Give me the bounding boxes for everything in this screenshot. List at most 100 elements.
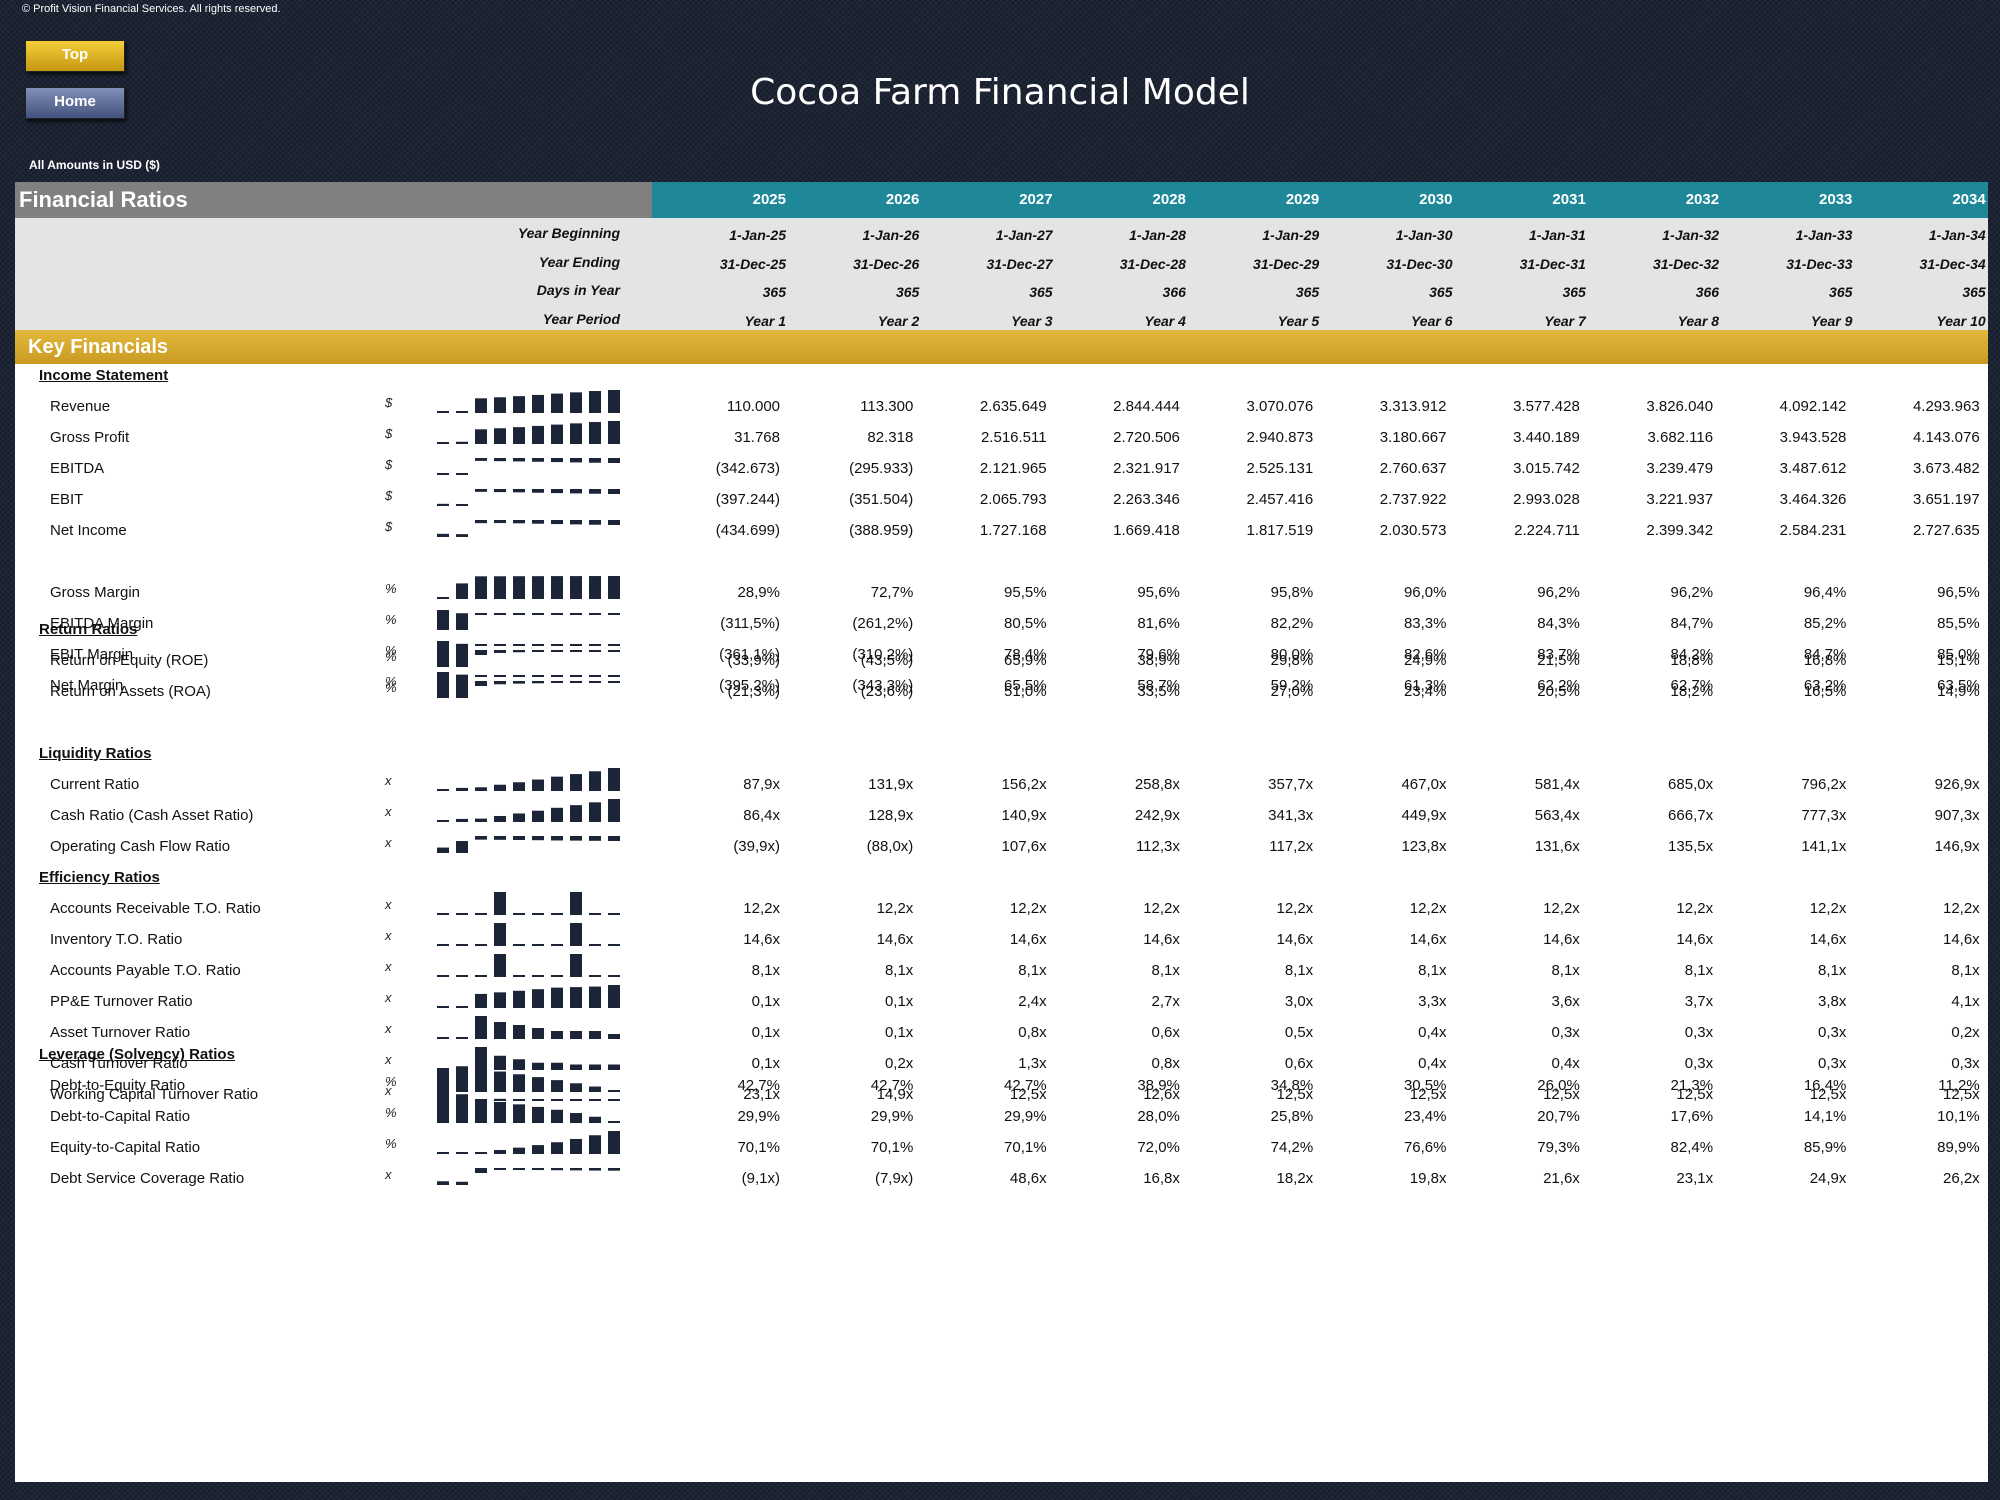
value-cell: (388.959) xyxy=(849,522,914,539)
value-cell: 2.525.131 xyxy=(1246,460,1314,477)
sparkline-bar xyxy=(570,836,582,841)
value-cell: 2.737.922 xyxy=(1379,491,1447,508)
meta-cell-days-in-year: 365 xyxy=(1829,284,1853,300)
value-cell: 51,0% xyxy=(1004,683,1047,700)
sparkline-bar xyxy=(456,674,468,692)
value-cell: 21,3% xyxy=(1670,1077,1714,1094)
sparkline-bar xyxy=(475,1016,487,1039)
value-cell: (7,9x) xyxy=(874,1170,914,1187)
sparkline-bar xyxy=(608,1099,620,1101)
unit-marker: x xyxy=(385,1167,392,1182)
sparkline-bar xyxy=(513,944,525,946)
sparkline-bar xyxy=(589,986,601,1008)
sparkline-bar xyxy=(437,411,449,413)
sparkline-bar xyxy=(475,1168,487,1173)
ratio-label: Working Capital Turnover Ratio xyxy=(50,1086,259,1103)
sparkline-bar xyxy=(513,644,525,646)
value-cell: 42,7% xyxy=(870,1077,914,1094)
sparkline-bar xyxy=(513,975,525,977)
period-metadata-band: Year Beginning 1-Jan-25 1-Jan-26 1-Jan-27 1-… xyxy=(15,218,1988,330)
value-cell: 34,8% xyxy=(1270,1077,1314,1094)
value-cell: 82,6% xyxy=(1403,646,1447,663)
ratio-label: EBITDA Margin xyxy=(50,615,154,632)
value-cell: 258,8x xyxy=(1134,776,1180,793)
value-cell: 70,1% xyxy=(737,1139,780,1156)
sparkline-bar xyxy=(570,1031,582,1039)
key-financials-band: Key Financials xyxy=(15,330,1988,364)
sparkline-bar xyxy=(532,458,544,462)
value-cell: 563,4x xyxy=(1534,807,1580,824)
sparkline-bar xyxy=(437,1100,449,1123)
sparkline-bar xyxy=(456,1152,468,1154)
sparkline-chart xyxy=(437,954,620,977)
value-cell: 24,9x xyxy=(1809,1170,1847,1187)
sparkline-bar xyxy=(551,613,563,615)
meta-label-year-ending: Year Ending xyxy=(538,253,620,270)
sparkline-bar xyxy=(513,489,525,493)
meta-cell-year-ending: 31-Dec-34 xyxy=(1919,255,1986,272)
meta-cell-year-beginning: 1-Jan-27 xyxy=(995,227,1053,243)
sparkline-bar xyxy=(494,1022,506,1039)
value-cell: 796,2x xyxy=(1801,776,1847,793)
unit-marker: % xyxy=(385,643,397,658)
sparkline-bar xyxy=(532,675,544,677)
value-cell: 96,2% xyxy=(1670,584,1714,601)
unit-marker: % xyxy=(385,1105,397,1120)
sparkline-bar xyxy=(513,1099,525,1101)
sparkline-bar xyxy=(437,597,449,599)
value-cell: 65,9% xyxy=(1004,652,1047,669)
sparkline-bar xyxy=(456,473,468,475)
unit-marker: $ xyxy=(385,488,393,503)
ratio-label: Asset Turnover Ratio xyxy=(50,1024,191,1041)
meta-cell-days-in-year: 365 xyxy=(1029,284,1053,300)
sparkline-bar xyxy=(551,393,563,413)
sparkline-bar xyxy=(456,1006,468,1008)
sparkline-bar xyxy=(494,1168,506,1170)
value-cell: (342.673) xyxy=(715,460,780,477)
sparkline-bar xyxy=(475,836,487,840)
ratio-label: Inventory T.O. Ratio xyxy=(50,931,183,948)
value-cell: 242,9x xyxy=(1134,807,1180,824)
value-cell: 3.070.076 xyxy=(1246,398,1314,415)
sparkline-bar xyxy=(513,396,525,413)
sparkline-bar xyxy=(475,1069,487,1092)
value-cell: 2.993.028 xyxy=(1513,491,1580,508)
value-cell: 3.943.528 xyxy=(1779,429,1847,446)
sparkline-bar xyxy=(475,681,487,686)
sparkline-chart xyxy=(437,421,620,444)
ratio-label: Cash Ratio (Cash Asset Ratio) xyxy=(50,807,254,824)
sparkline-bar xyxy=(589,1086,601,1092)
year-header-cell: 2031 xyxy=(1552,191,1586,208)
sparkline-bar xyxy=(456,688,468,698)
sparkline-bar xyxy=(589,520,601,525)
value-cell: 24,9% xyxy=(1403,652,1447,669)
value-cell: (23,6%) xyxy=(860,683,914,700)
sparkline-chart xyxy=(437,923,620,946)
ratio-label: Debt Service Coverage Ratio xyxy=(50,1170,245,1187)
value-cell: 1.669.418 xyxy=(1113,522,1180,539)
value-cell: 96,4% xyxy=(1803,584,1847,601)
sparkline-bar xyxy=(551,836,563,841)
sparkline-bar xyxy=(437,689,449,698)
value-cell: 0,2x xyxy=(1951,1024,1980,1041)
value-cell: 3,8x xyxy=(1818,993,1847,1010)
sparkline-bar xyxy=(570,987,582,1008)
year-header-cell: 2029 xyxy=(1285,191,1320,208)
top-button[interactable]: Top xyxy=(25,40,125,72)
meta-cell-year-period: Year 2 xyxy=(877,312,920,329)
sparkline-bar xyxy=(608,650,620,652)
sparkline-bar xyxy=(608,1034,620,1039)
sparkline-bar xyxy=(513,576,525,599)
sparkline-bar xyxy=(551,1168,563,1171)
home-button[interactable]: Home xyxy=(25,87,125,119)
ratio-label: Accounts Receivable T.O. Ratio xyxy=(50,900,261,917)
sparkline-bar xyxy=(437,1152,449,1154)
sparkline-bar xyxy=(551,1062,563,1070)
value-cell: 12,2x xyxy=(1143,900,1180,917)
value-cell: 0,3x xyxy=(1951,1055,1980,1072)
value-cell: 84,2% xyxy=(1670,646,1714,663)
section-title: Efficiency Ratios xyxy=(39,869,160,886)
copyright-notice: © Profit Vision Financial Services. All … xyxy=(22,3,281,15)
sparkline-bar xyxy=(513,990,525,1008)
sparkline-bar xyxy=(475,576,487,599)
